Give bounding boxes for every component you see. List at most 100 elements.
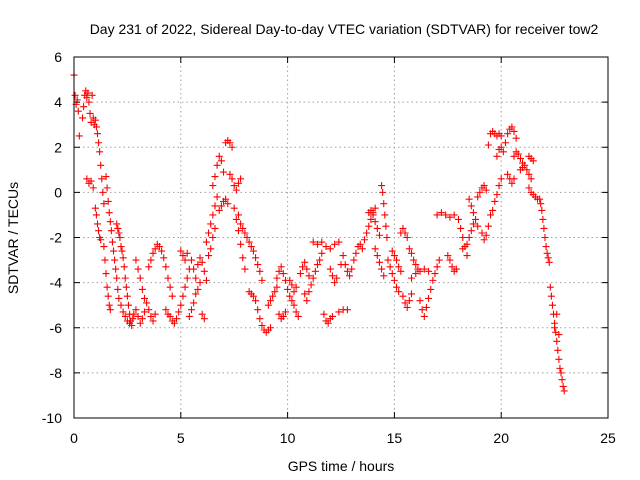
data-point: [290, 288, 298, 296]
data-point: [275, 267, 283, 275]
data-point: [194, 261, 202, 269]
data-point: [200, 315, 208, 323]
data-point: [198, 310, 206, 318]
data-point: [367, 206, 375, 214]
data-point: [118, 247, 126, 255]
data-point: [149, 317, 157, 325]
data-point: [553, 337, 561, 345]
data-point: [474, 193, 482, 201]
data-point: [290, 301, 298, 309]
data-point: [546, 283, 554, 291]
data-point: [226, 170, 234, 178]
data-point: [217, 157, 225, 165]
data-point: [234, 179, 242, 187]
data-point: [557, 369, 565, 377]
data-point: [162, 263, 170, 271]
data-point: [93, 220, 101, 228]
data-point: [111, 256, 119, 264]
data-point: [228, 143, 236, 151]
data-point: [544, 254, 552, 262]
data-point: [482, 231, 490, 239]
data-point: [173, 315, 181, 323]
data-point: [412, 261, 420, 269]
data-point: [367, 215, 375, 223]
data-point: [117, 301, 125, 309]
data-point: [151, 310, 159, 318]
data-point: [106, 218, 114, 226]
data-point: [96, 148, 104, 156]
data-point: [207, 220, 215, 228]
data-point: [303, 297, 311, 305]
data-point: [307, 281, 315, 289]
data-point: [198, 258, 206, 266]
data-point: [401, 229, 409, 237]
data-point: [556, 364, 564, 372]
data-point: [493, 191, 501, 199]
data-point: [497, 132, 505, 140]
data-point: [83, 175, 91, 183]
data-point: [316, 256, 324, 264]
data-point: [326, 245, 334, 253]
data-point: [74, 107, 82, 115]
x-tick-label: 15: [387, 430, 403, 446]
data-point: [504, 170, 512, 178]
data-point: [378, 265, 386, 273]
data-point: [360, 236, 368, 244]
data-point: [521, 161, 529, 169]
data-point: [129, 315, 137, 323]
data-point: [179, 252, 187, 260]
data-point: [395, 263, 403, 271]
data-point: [87, 177, 95, 185]
data-point: [405, 297, 413, 305]
data-point: [177, 301, 185, 309]
data-point: [527, 175, 535, 183]
data-point: [256, 315, 264, 323]
data-point: [369, 211, 377, 219]
data-point: [296, 270, 304, 278]
data-point: [339, 252, 347, 260]
data-point: [275, 310, 283, 318]
data-point: [437, 209, 445, 217]
data-point: [207, 245, 215, 253]
data-point: [474, 222, 482, 230]
data-point: [93, 130, 101, 138]
data-point: [196, 254, 204, 262]
data-point: [418, 306, 426, 314]
data-point: [269, 292, 277, 300]
data-point: [399, 292, 407, 300]
data-point: [422, 303, 430, 311]
data-point: [140, 308, 148, 316]
data-point: [108, 238, 116, 246]
data-point: [85, 98, 93, 106]
data-point: [205, 229, 213, 237]
data-point: [560, 387, 568, 395]
data-point: [491, 197, 499, 205]
data-point: [215, 152, 223, 160]
data-point: [228, 175, 236, 183]
data-point: [140, 294, 148, 302]
data-point: [211, 202, 219, 210]
data-point: [508, 179, 516, 187]
data-point: [373, 224, 381, 232]
chart-title: Day 231 of 2022, Sidereal Day-to-day VTE…: [90, 21, 599, 37]
data-point: [331, 279, 339, 287]
data-point: [211, 173, 219, 181]
data-point: [286, 292, 294, 300]
data-point: [555, 355, 563, 363]
data-point: [232, 186, 240, 194]
data-point: [469, 209, 477, 217]
data-point: [472, 215, 480, 223]
data-point: [431, 270, 439, 278]
data-point: [356, 240, 364, 248]
data-point: [241, 265, 249, 273]
data-point: [416, 267, 424, 275]
data-point: [299, 263, 307, 271]
y-tick-label: -2: [50, 230, 63, 246]
data-point: [365, 222, 373, 230]
data-point: [335, 238, 343, 246]
data-point: [205, 252, 213, 260]
y-tick-label: 0: [54, 184, 62, 200]
data-point: [542, 243, 550, 251]
data-point: [288, 281, 296, 289]
data-point: [467, 227, 475, 235]
